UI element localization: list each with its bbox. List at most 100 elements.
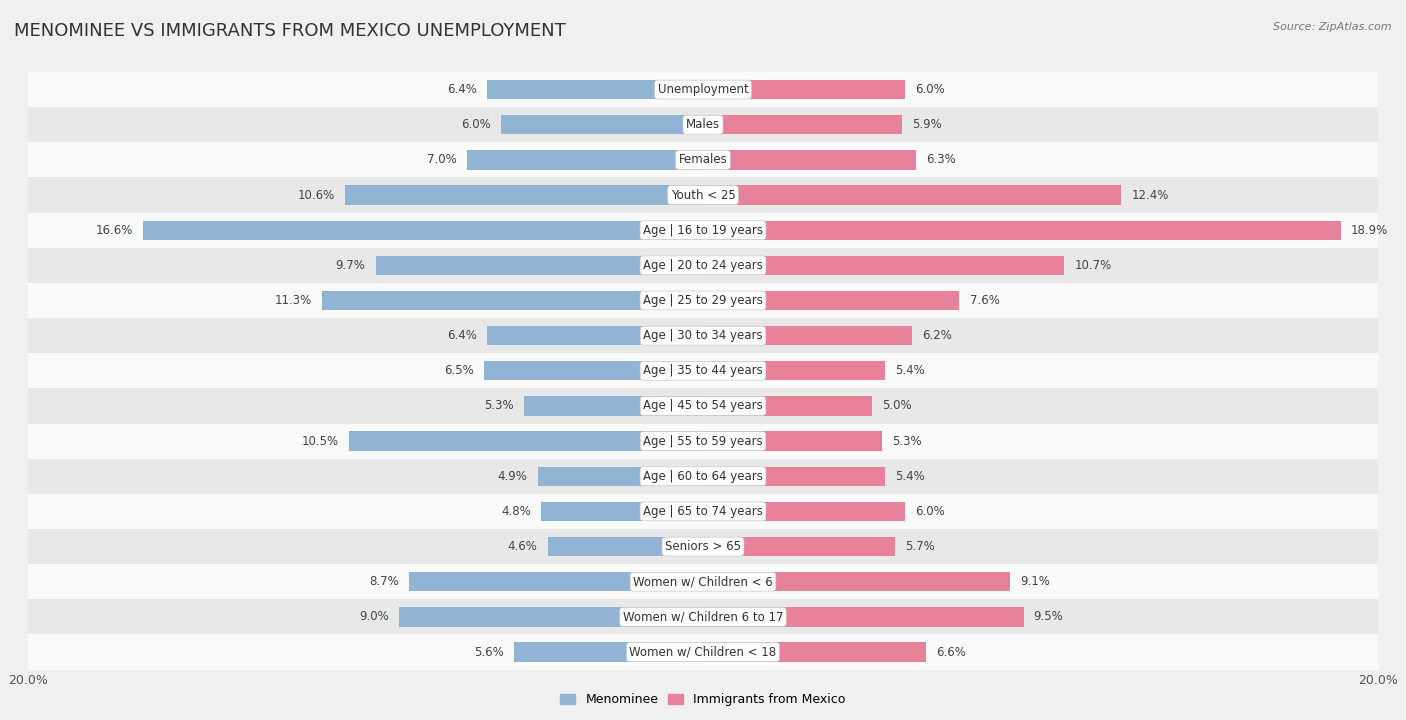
Bar: [703, 256, 1064, 275]
Text: 5.0%: 5.0%: [882, 400, 911, 413]
Bar: [541, 502, 703, 521]
Text: Age | 60 to 64 years: Age | 60 to 64 years: [643, 469, 763, 482]
Text: 16.6%: 16.6%: [96, 224, 132, 237]
Text: 9.0%: 9.0%: [360, 611, 389, 624]
Text: 5.6%: 5.6%: [474, 646, 503, 659]
Legend: Menominee, Immigrants from Mexico: Menominee, Immigrants from Mexico: [555, 688, 851, 711]
Bar: [703, 291, 959, 310]
Text: 10.5%: 10.5%: [301, 435, 339, 448]
Bar: [537, 467, 703, 486]
Bar: [28, 143, 1378, 177]
Bar: [501, 115, 703, 135]
Text: 6.0%: 6.0%: [461, 118, 491, 131]
Bar: [28, 564, 1378, 599]
Text: 4.6%: 4.6%: [508, 540, 537, 553]
Text: 11.3%: 11.3%: [274, 294, 312, 307]
Bar: [703, 642, 925, 662]
Text: Age | 30 to 34 years: Age | 30 to 34 years: [643, 329, 763, 342]
Bar: [28, 423, 1378, 459]
Text: Age | 35 to 44 years: Age | 35 to 44 years: [643, 364, 763, 377]
Text: Age | 16 to 19 years: Age | 16 to 19 years: [643, 224, 763, 237]
Text: Unemployment: Unemployment: [658, 83, 748, 96]
Bar: [28, 318, 1378, 354]
Bar: [548, 537, 703, 557]
Bar: [409, 572, 703, 591]
Bar: [703, 361, 886, 380]
Text: 12.4%: 12.4%: [1132, 189, 1168, 202]
Text: Females: Females: [679, 153, 727, 166]
Text: 6.3%: 6.3%: [925, 153, 956, 166]
Bar: [399, 607, 703, 626]
Text: 9.7%: 9.7%: [336, 259, 366, 272]
Bar: [486, 80, 703, 99]
Text: 6.4%: 6.4%: [447, 329, 477, 342]
Bar: [703, 326, 912, 346]
Bar: [703, 80, 905, 99]
Text: Women w/ Children 6 to 17: Women w/ Children 6 to 17: [623, 611, 783, 624]
Text: 9.1%: 9.1%: [1021, 575, 1050, 588]
Text: 6.6%: 6.6%: [936, 646, 966, 659]
Text: Women w/ Children < 18: Women w/ Children < 18: [630, 646, 776, 659]
Text: Youth < 25: Youth < 25: [671, 189, 735, 202]
Text: 5.4%: 5.4%: [896, 469, 925, 482]
Bar: [28, 599, 1378, 634]
Bar: [28, 459, 1378, 494]
Bar: [28, 248, 1378, 283]
Text: 10.7%: 10.7%: [1074, 259, 1111, 272]
Bar: [703, 150, 915, 169]
Text: 9.5%: 9.5%: [1033, 611, 1063, 624]
Bar: [703, 607, 1024, 626]
Bar: [515, 642, 703, 662]
Bar: [346, 185, 703, 204]
Text: Age | 45 to 54 years: Age | 45 to 54 years: [643, 400, 763, 413]
Text: 5.4%: 5.4%: [896, 364, 925, 377]
Text: Males: Males: [686, 118, 720, 131]
Text: Age | 20 to 24 years: Age | 20 to 24 years: [643, 259, 763, 272]
Bar: [703, 431, 882, 451]
Bar: [28, 634, 1378, 670]
Bar: [28, 283, 1378, 318]
Bar: [467, 150, 703, 169]
Bar: [28, 529, 1378, 564]
Bar: [28, 494, 1378, 529]
Bar: [28, 354, 1378, 388]
Bar: [375, 256, 703, 275]
Text: 18.9%: 18.9%: [1351, 224, 1388, 237]
Bar: [28, 388, 1378, 423]
Bar: [484, 361, 703, 380]
Text: 6.2%: 6.2%: [922, 329, 952, 342]
Bar: [703, 537, 896, 557]
Bar: [143, 220, 703, 240]
Text: 6.5%: 6.5%: [444, 364, 474, 377]
Text: 5.9%: 5.9%: [912, 118, 942, 131]
Text: 5.3%: 5.3%: [485, 400, 515, 413]
Bar: [703, 220, 1341, 240]
Bar: [322, 291, 703, 310]
Text: 7.0%: 7.0%: [427, 153, 457, 166]
Bar: [349, 431, 703, 451]
Text: 7.6%: 7.6%: [970, 294, 1000, 307]
Bar: [524, 396, 703, 415]
Text: Age | 65 to 74 years: Age | 65 to 74 years: [643, 505, 763, 518]
Text: 6.0%: 6.0%: [915, 505, 945, 518]
Text: 4.9%: 4.9%: [498, 469, 527, 482]
Text: 6.0%: 6.0%: [915, 83, 945, 96]
Text: Age | 25 to 29 years: Age | 25 to 29 years: [643, 294, 763, 307]
Bar: [703, 396, 872, 415]
Bar: [703, 572, 1010, 591]
Bar: [28, 177, 1378, 212]
Text: 10.6%: 10.6%: [298, 189, 335, 202]
Text: 5.3%: 5.3%: [891, 435, 921, 448]
Text: Source: ZipAtlas.com: Source: ZipAtlas.com: [1274, 22, 1392, 32]
Bar: [703, 115, 903, 135]
Text: Women w/ Children < 6: Women w/ Children < 6: [633, 575, 773, 588]
Bar: [486, 326, 703, 346]
Text: Age | 55 to 59 years: Age | 55 to 59 years: [643, 435, 763, 448]
Text: Seniors > 65: Seniors > 65: [665, 540, 741, 553]
Bar: [28, 72, 1378, 107]
Bar: [28, 212, 1378, 248]
Text: 6.4%: 6.4%: [447, 83, 477, 96]
Bar: [703, 502, 905, 521]
Bar: [703, 467, 886, 486]
Bar: [703, 185, 1122, 204]
